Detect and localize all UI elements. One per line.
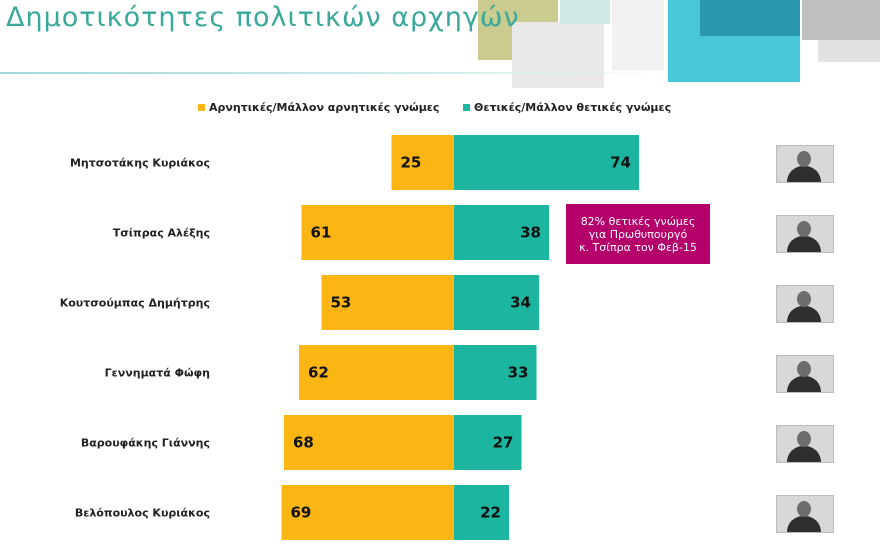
tsipras-callout: 82% θετικές γνώμες για Πρωθυπουργό κ. Τσ… — [566, 204, 710, 264]
value-label-positive: 38 — [520, 224, 541, 242]
bar-negative — [281, 485, 454, 540]
callout-line-2: για Πρωθυπουργό — [588, 227, 688, 241]
bar-positive — [454, 415, 522, 470]
legend-negative: Αρνητικές/Μάλλον αρνητικές γνώμες — [198, 101, 439, 114]
photo-head-shape — [797, 361, 811, 377]
bar-negative — [299, 345, 454, 400]
value-label-positive: 22 — [480, 504, 501, 522]
bar-negative — [301, 205, 454, 260]
decor-square — [612, 0, 664, 70]
category-label: Βαρουφάκης Γιάννης — [81, 437, 210, 450]
category-label: Κουτσούμπας Δημήτρης — [60, 297, 210, 310]
value-label-positive: 74 — [610, 154, 631, 172]
bar-positive — [454, 205, 549, 260]
legend-label-positive: Θετικές/Μάλλον θετικές γνώμες — [474, 101, 672, 114]
category-label: Βελόπουλος Κυριάκος — [75, 507, 210, 520]
value-label-positive: 33 — [508, 364, 529, 382]
person-photo-icon — [776, 285, 834, 323]
photo-body-shape — [787, 306, 821, 322]
person-photo-icon — [776, 495, 834, 533]
bar-positive — [454, 275, 539, 330]
value-label-negative: 69 — [291, 504, 312, 522]
legend-swatch-positive — [463, 104, 470, 111]
photo-body-shape — [787, 376, 821, 392]
photo-head-shape — [797, 501, 811, 517]
photo-body-shape — [787, 446, 821, 462]
value-label-negative: 53 — [331, 294, 352, 312]
value-label-negative: 61 — [311, 224, 332, 242]
callout-line-1: 82% θετικές γνώμες — [580, 214, 696, 228]
photo-head-shape — [797, 431, 811, 447]
decor-square — [802, 0, 880, 40]
photo-head-shape — [797, 291, 811, 307]
bar-negative — [321, 275, 454, 330]
legend-positive: Θετικές/Μάλλον θετικές γνώμες — [463, 101, 671, 114]
photo-body-shape — [787, 166, 821, 182]
category-label: Τσίπρας Αλέξης — [113, 227, 210, 240]
person-photo-icon — [776, 355, 834, 393]
legend-label-negative: Αρνητικές/Μάλλον αρνητικές γνώμες — [209, 101, 440, 114]
photo-head-shape — [797, 151, 811, 167]
legend-swatch-negative — [198, 104, 205, 111]
title-underline — [0, 72, 660, 74]
decor-square — [560, 0, 610, 24]
photo-body-shape — [787, 516, 821, 532]
value-label-negative: 62 — [308, 364, 329, 382]
person-photo-icon — [776, 425, 834, 463]
person-photo-icon — [776, 145, 834, 183]
bar-negative — [284, 415, 454, 470]
value-label-negative: 25 — [401, 154, 422, 172]
decor-square — [512, 22, 604, 88]
bar-positive — [454, 135, 639, 190]
value-label-negative: 68 — [293, 434, 314, 452]
category-label: Μητσοτάκης Κυριάκος — [70, 157, 210, 170]
bar-negative — [391, 135, 454, 190]
photo-head-shape — [797, 221, 811, 237]
category-label: Γεννηματά Φώφη — [105, 367, 210, 380]
decor-square — [700, 0, 800, 36]
value-label-positive: 27 — [493, 434, 514, 452]
bar-positive — [454, 485, 509, 540]
callout-line-3: κ. Τσίπρα τον Φεβ-15 — [579, 240, 697, 254]
person-photo-icon — [776, 215, 834, 253]
chart-title: Δημοτικότητες πολιτικών αρχηγών — [6, 2, 520, 33]
decor-square — [818, 40, 880, 62]
photo-body-shape — [787, 236, 821, 252]
value-label-positive: 34 — [510, 294, 531, 312]
bar-positive — [454, 345, 537, 400]
